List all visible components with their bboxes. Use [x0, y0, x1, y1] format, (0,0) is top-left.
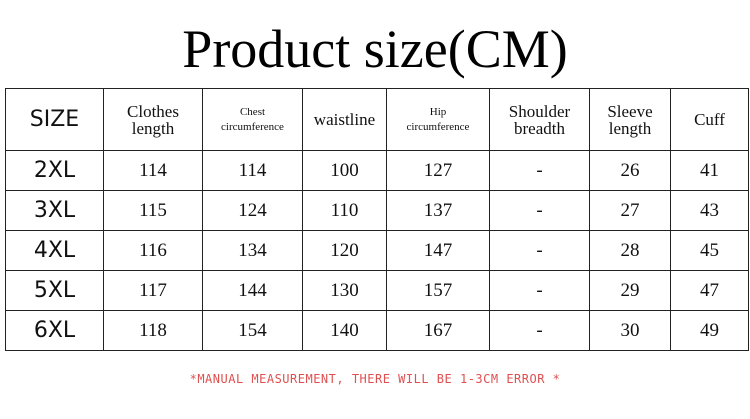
size-cell: 3XL: [5, 190, 104, 231]
header-cell: Chest circumference: [202, 88, 303, 151]
size-cell: 5XL: [5, 270, 104, 311]
value-cell: 114: [103, 150, 203, 191]
value-cell: 47: [670, 270, 749, 311]
value-cell: 167: [386, 310, 490, 351]
header-text: Cuff: [694, 110, 725, 129]
table-row: 3XL 115 124 110 137-27 43: [5, 190, 749, 231]
value-cell: 115: [103, 190, 203, 231]
value-cell: -: [489, 150, 590, 191]
value-cell: 154: [202, 310, 303, 351]
value-cell: 41: [670, 150, 749, 191]
value-cell: -: [489, 230, 590, 271]
value-cell: 28: [589, 230, 671, 271]
header-cell: waistline: [302, 88, 387, 151]
value-cell: 117: [103, 270, 203, 311]
value-cell: 127: [386, 150, 490, 191]
header-text: Shoulder: [508, 101, 571, 121]
value-cell: 144: [202, 270, 303, 311]
header-text: length: [131, 118, 175, 138]
size-cell: 6XL: [5, 310, 104, 351]
value-cell: 137: [386, 190, 490, 231]
value-cell: 114: [202, 150, 303, 191]
size-cell: 2XL: [5, 150, 104, 191]
value-cell: 124: [202, 190, 303, 231]
value-cell: 130: [302, 270, 387, 311]
value-cell: 134: [202, 230, 303, 271]
value-cell: 116: [103, 230, 203, 271]
value-cell: 140: [302, 310, 387, 351]
header-cell: Shoulder breadth: [489, 88, 590, 151]
header-text: Sleeve: [607, 101, 653, 121]
header-text: circumference: [221, 120, 284, 133]
value-cell: 157: [386, 270, 490, 311]
value-cell: 29: [589, 270, 671, 311]
value-cell: 30: [589, 310, 671, 351]
header-cell: Clothes length: [103, 88, 203, 151]
header-text: waistline: [313, 110, 376, 129]
header-text: Clothes: [127, 101, 179, 121]
value-cell: -: [489, 310, 590, 351]
title: Product size(CM): [182, 19, 568, 79]
header-cell: SIZE: [5, 88, 104, 151]
value-cell: 27: [589, 190, 671, 231]
table-body: 2XL 114 114 100 127-26 41 3XL 115 124 110 137-27 43…: [5, 150, 749, 351]
value-cell: 45: [670, 230, 749, 271]
table-row: 6XL 118 154 140 167-30 49: [5, 310, 749, 351]
table-row: 2XL 114 114 100 127-26 41: [5, 150, 749, 191]
header-cell: Hip circumference: [386, 88, 490, 151]
value-cell: 100: [302, 150, 387, 191]
value-cell: 110: [302, 190, 387, 231]
size-table: SIZE Clothes length Chest circumference waist…: [5, 88, 749, 351]
header-cell: Cuff: [670, 88, 749, 151]
header-text: Hip: [429, 105, 447, 118]
header-row: SIZE Clothes length Chest circumference waist…: [5, 88, 749, 151]
header-cell: Sleeve length: [589, 88, 671, 151]
header-text: circumference: [406, 120, 470, 133]
footnote: *MANUAL MEASUREMENT, THERE WILL BE 1-3CM…: [189, 372, 561, 386]
value-cell: 26: [589, 150, 671, 191]
header-text: breadth: [514, 118, 565, 138]
value-cell: -: [489, 270, 590, 311]
header-text: Chest: [239, 105, 266, 118]
table-row: 4XL 116 134 120 147-28 45: [5, 230, 749, 271]
value-cell: 147: [386, 230, 490, 271]
size-cell: 4XL: [5, 230, 104, 271]
value-cell: 49: [670, 310, 749, 351]
value-cell: 120: [302, 230, 387, 271]
header-text: length: [608, 118, 652, 138]
header-text: SIZE: [29, 107, 80, 132]
value-cell: 118: [103, 310, 203, 351]
value-cell: 43: [670, 190, 749, 231]
value-cell: -: [489, 190, 590, 231]
table-row: 5XL 117 144 130 157-29 47: [5, 270, 749, 311]
